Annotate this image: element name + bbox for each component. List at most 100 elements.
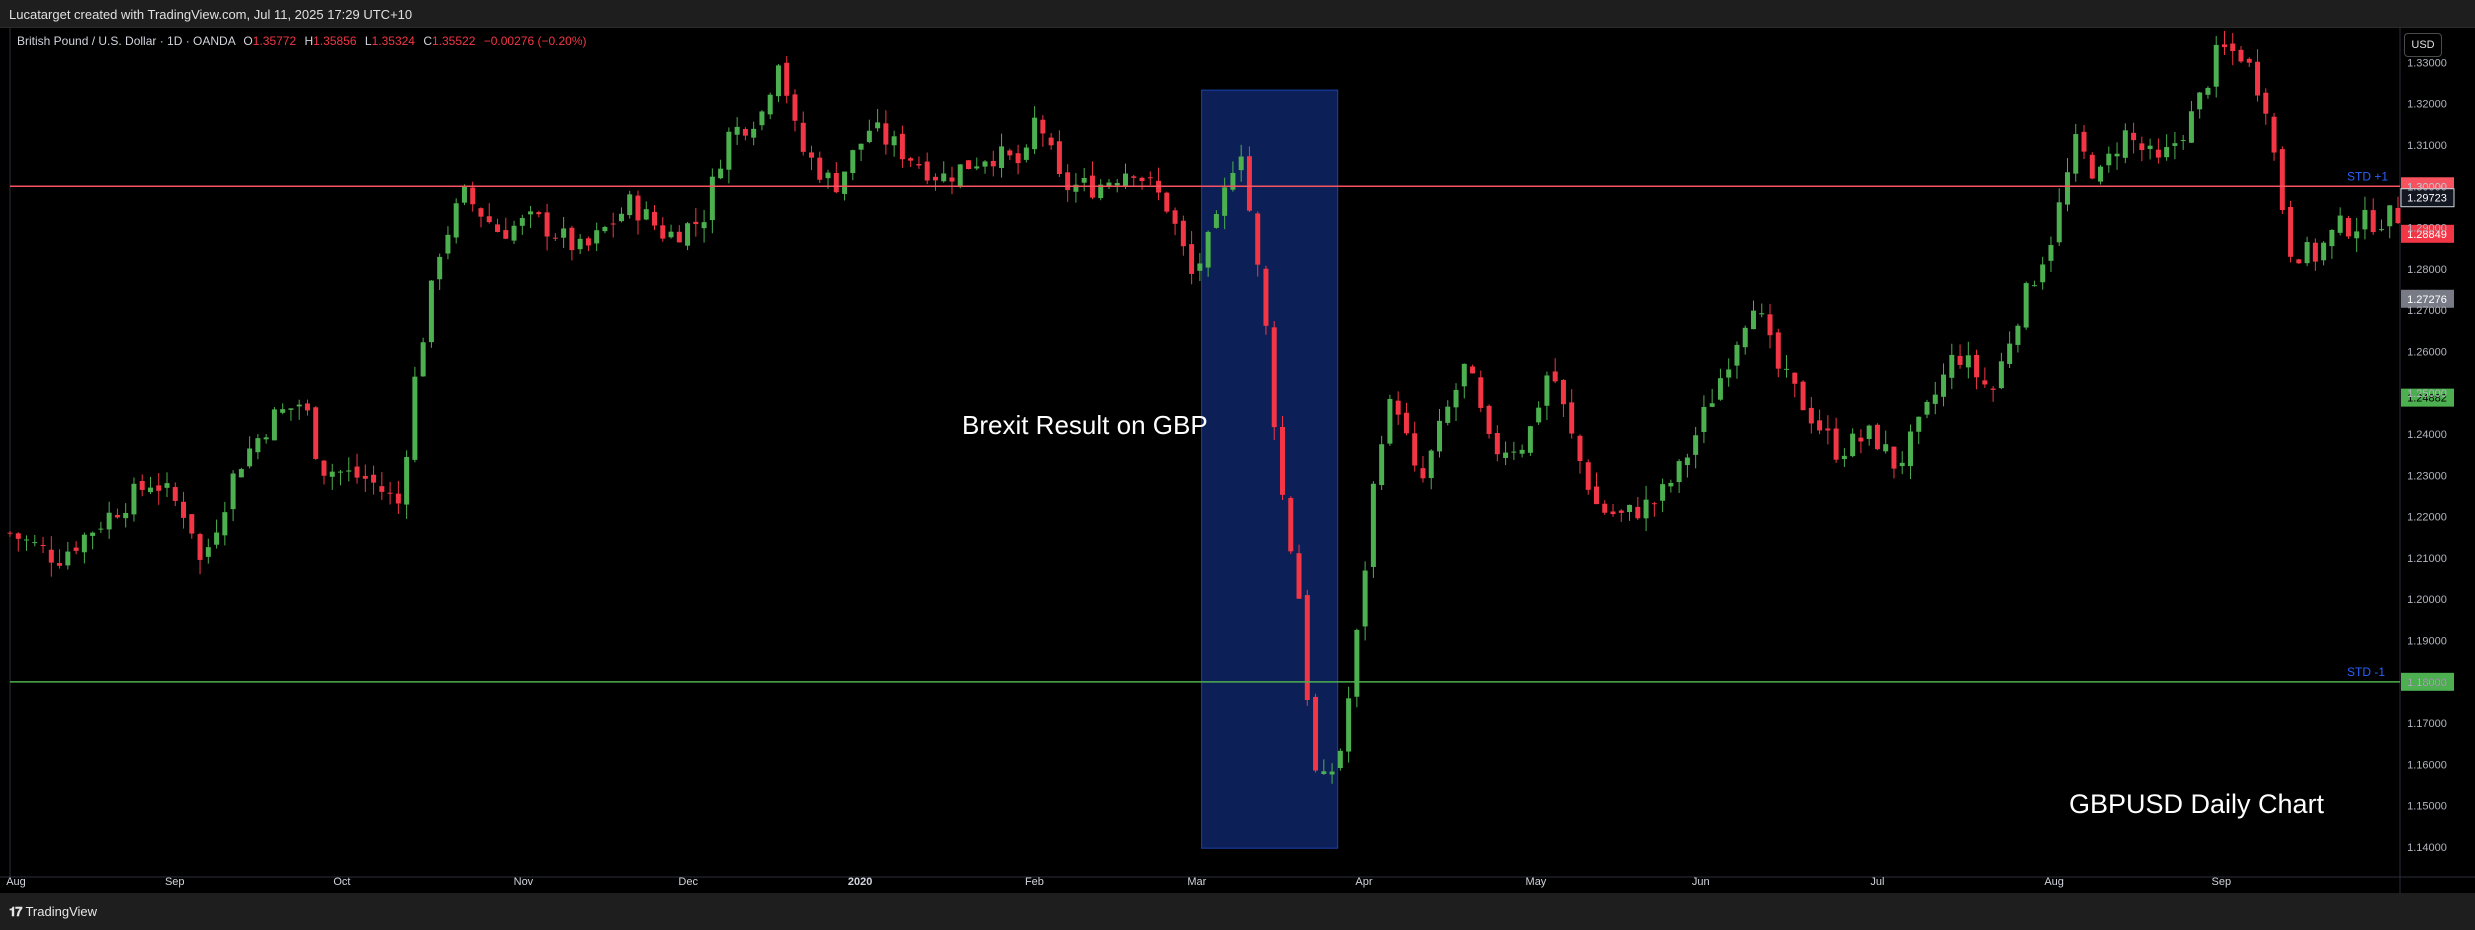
price-badge xyxy=(2400,188,2455,208)
candle-body xyxy=(585,238,591,246)
candle-body xyxy=(1668,482,1674,487)
candle-body xyxy=(1784,368,1790,370)
candle-body xyxy=(2180,140,2186,142)
candle-body xyxy=(57,563,63,566)
candle-body xyxy=(577,238,583,250)
candle-body xyxy=(2312,242,2318,262)
candle-body xyxy=(982,161,988,167)
candle-body xyxy=(2139,143,2145,151)
candle-body xyxy=(2296,259,2302,264)
candle-body xyxy=(2164,147,2170,158)
candle-body xyxy=(313,407,319,459)
candle-body xyxy=(1065,172,1071,191)
candle-body xyxy=(1420,468,1426,479)
candle-body xyxy=(2271,116,2277,153)
brexit-annotation: Brexit Result on GBP xyxy=(962,410,1208,440)
candle-body xyxy=(1362,570,1368,627)
candle-body xyxy=(1610,511,1616,515)
tradingview-logo[interactable]: 𝟏𝟕 TradingView xyxy=(9,904,97,920)
candle-body xyxy=(1056,141,1062,175)
price-badge-label-support: 1.18000 xyxy=(2407,677,2447,689)
candle-body xyxy=(660,225,666,239)
candle-body xyxy=(1246,156,1252,211)
candle-body xyxy=(693,221,699,225)
candle-body xyxy=(412,376,418,460)
candle-body xyxy=(445,234,451,254)
candle-body xyxy=(627,194,633,216)
candle-body xyxy=(552,237,558,239)
price-tick-label: 1.27000 xyxy=(2407,305,2447,317)
chart-caption: GBPUSD Daily Chart xyxy=(2069,789,2325,819)
candle-body xyxy=(1519,449,1525,454)
candle-body xyxy=(916,164,922,166)
price-tick-label: 1.17000 xyxy=(2407,718,2447,730)
price-tick-label: 1.20000 xyxy=(2407,594,2447,606)
candle-body xyxy=(2255,61,2261,96)
candle-body xyxy=(767,94,773,115)
candle-body xyxy=(1081,177,1087,183)
price-badge xyxy=(2401,388,2454,407)
candle-body xyxy=(858,143,864,150)
candle-body xyxy=(1304,595,1310,701)
candle-body xyxy=(2321,242,2327,261)
candle-body xyxy=(1676,461,1682,483)
candle-body xyxy=(1808,407,1814,424)
candle-body xyxy=(387,492,393,494)
candle-body xyxy=(1800,381,1806,411)
candle-body xyxy=(1048,137,1054,146)
candle-body xyxy=(990,160,996,167)
candle-body xyxy=(1635,506,1641,519)
candle-body xyxy=(1701,406,1707,433)
candle-body xyxy=(511,225,517,241)
candle-body xyxy=(81,534,87,553)
candle-body xyxy=(230,473,236,510)
candle-body xyxy=(1833,428,1839,460)
currency-button[interactable]: USD xyxy=(2404,33,2442,57)
candle-body xyxy=(2263,92,2269,114)
candle-body xyxy=(1602,503,1608,513)
candle-body xyxy=(1279,426,1285,495)
candle-body xyxy=(817,157,823,180)
candle-body xyxy=(2155,149,2161,158)
candle-body xyxy=(296,404,302,407)
candle-body xyxy=(751,128,757,138)
candle-body xyxy=(1825,428,1831,431)
candle-body xyxy=(2015,325,2021,345)
candle-body xyxy=(1461,363,1467,387)
candle-body xyxy=(24,539,30,541)
candle-body xyxy=(147,487,153,493)
candle-body xyxy=(2023,283,2029,328)
candle-body xyxy=(1098,184,1104,199)
candle-body xyxy=(1436,420,1442,452)
candle-body xyxy=(1899,462,1905,467)
low-value: 1.35324 xyxy=(371,34,415,48)
candle-body xyxy=(957,164,963,186)
candle-body xyxy=(1569,402,1575,434)
candle-body xyxy=(974,166,980,169)
candle-body xyxy=(1527,426,1533,453)
candle-body xyxy=(941,173,947,182)
candle-body xyxy=(2081,131,2087,152)
candle-body xyxy=(2213,44,2219,87)
candlestick-chart[interactable]: STD +1 1.30000 STD -1 1.18000 1.29723 1.28849… xyxy=(0,0,2475,893)
time-tick-label: Jun xyxy=(1692,876,1710,888)
candle-body xyxy=(40,544,46,547)
candle-body xyxy=(1164,192,1170,212)
candle-body xyxy=(106,512,112,530)
candle-body xyxy=(2188,111,2194,143)
high-label: H xyxy=(304,34,314,48)
candle-body xyxy=(2114,153,2120,157)
candle-body xyxy=(1453,389,1459,408)
candle-body xyxy=(362,475,368,479)
candle-body xyxy=(1651,503,1657,505)
candle-body xyxy=(1007,150,1013,156)
candle-body xyxy=(1974,354,1980,378)
candle-body xyxy=(1412,433,1418,466)
candle-body xyxy=(635,195,641,221)
price-tick-label: 1.16000 xyxy=(2407,759,2447,771)
candle-body xyxy=(1924,401,1930,415)
price-tick-label: 1.18000 xyxy=(2407,677,2447,689)
candle-body xyxy=(924,161,930,181)
change-value: −0.00276 (−0.20%) xyxy=(483,34,587,48)
candle-body xyxy=(850,150,856,174)
